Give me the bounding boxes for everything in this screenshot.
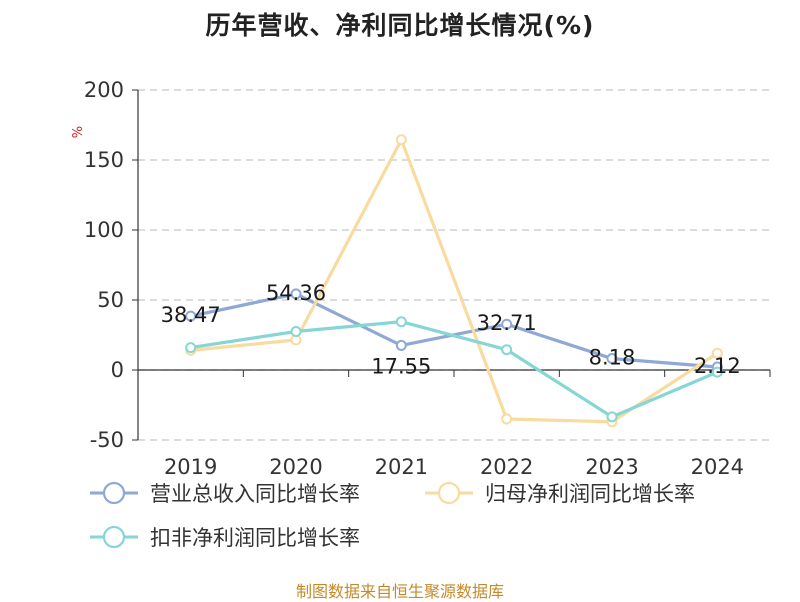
data-point [711,366,723,378]
y-tick-label: 0 [111,358,124,382]
y-tick-label: -50 [90,428,124,452]
source-note: 制图数据来自恒生聚源数据库 [295,582,504,601]
series-lines [185,134,723,428]
data-point [501,413,513,425]
legend-label: 营业总收入同比增长率 [150,482,360,506]
legend-marker-icon [102,525,126,549]
legend-item: 归母净利润同比增长率 [425,481,695,506]
legend-marker-icon [437,481,461,505]
data-label: 8.18 [589,346,636,370]
y-tick-label: 200 [84,78,124,102]
data-point [185,310,197,322]
data-label: 17.55 [371,354,431,378]
axes: 200 150 100 50 0 -50% 2019 2020 2021 2022 2023 2024 [71,78,771,479]
data-point [395,134,407,146]
data-point [606,411,618,423]
data-point [501,318,513,330]
data-label: 32.71 [477,311,537,335]
x-tick-label: 2020 [269,455,322,479]
chart-title: 历年营收、净利同比增长情况(%) [205,11,595,40]
x-tick-label: 2019 [164,455,217,479]
y-tick-label: 150 [84,148,124,172]
legend-label: 归母净利润同比增长率 [485,482,695,506]
data-point [290,326,302,337]
x-tick-label: 2024 [691,455,744,479]
data-point [501,344,513,356]
x-tick-label: 2022 [480,455,533,479]
series-line [189,320,719,419]
data-point [395,339,407,351]
x-tick-label: 2023 [585,455,638,479]
y-tick-label: 100 [84,218,124,242]
x-tick-label: 2021 [375,455,428,479]
y-tick-label: 50 [97,288,124,312]
legend-item: 扣非净利润同比增长率 [90,525,360,550]
data-label: 54.36 [266,281,326,305]
legend-label: 扣非净利润同比增长率 [150,526,360,550]
data-point [290,288,302,300]
legend-marker-icon [102,481,126,505]
legend-item: 营业总收入同比增长率 [90,481,360,506]
data-label: 38.47 [161,303,221,327]
grid-lines [138,89,770,441]
data-labels: 38.47 54.36 17.55 32.71 8.18 2.12 [161,281,741,379]
data-point [185,342,197,354]
data-point [606,353,618,365]
data-point [395,316,407,328]
y-axis-unit: % [71,126,86,138]
data-label: 2.12 [694,354,741,378]
data-point [711,347,723,359]
